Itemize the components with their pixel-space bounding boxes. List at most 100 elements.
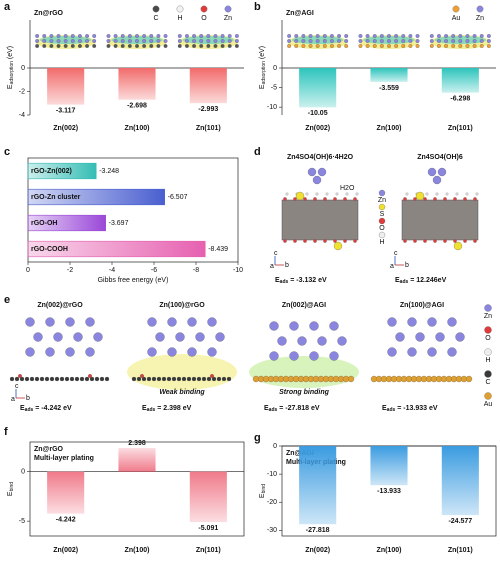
legend-swatch <box>176 5 184 13</box>
y-tick-label: -2 <box>19 88 25 95</box>
atom <box>444 34 449 38</box>
panel-label: c <box>4 146 10 158</box>
bar <box>189 471 227 523</box>
atom <box>294 34 299 38</box>
atom <box>317 167 327 177</box>
bar <box>189 68 227 104</box>
atom <box>427 317 437 327</box>
x-tick-label: 0 <box>26 267 30 274</box>
atom <box>379 44 384 48</box>
atom <box>445 192 449 196</box>
atom <box>206 44 211 48</box>
atom <box>234 34 239 38</box>
value-label: -2.993 <box>198 106 218 113</box>
atom <box>479 39 484 43</box>
bar <box>47 68 85 105</box>
atom <box>387 44 391 48</box>
panel-label: d <box>254 146 261 158</box>
atom <box>221 376 227 382</box>
atom <box>106 39 111 43</box>
atom <box>408 34 413 38</box>
atom <box>365 44 370 48</box>
value-label: -3.559 <box>379 85 399 92</box>
category-label: rGO-Zn cluster <box>31 194 81 201</box>
atom <box>353 239 357 243</box>
atom <box>213 39 218 43</box>
atom <box>435 192 439 196</box>
atom <box>147 317 157 327</box>
atom <box>337 44 342 48</box>
atom <box>184 39 189 43</box>
atom <box>207 347 217 357</box>
atom <box>33 332 43 342</box>
y-tick-label: -5 <box>271 84 277 91</box>
atom <box>70 34 75 38</box>
atom <box>131 376 137 382</box>
atom <box>156 376 162 382</box>
axis-name: c <box>394 250 398 257</box>
legend-label: Zn <box>484 313 492 320</box>
sub: bind <box>261 484 267 494</box>
atom <box>329 34 334 38</box>
atom <box>44 376 50 382</box>
atom <box>63 44 68 48</box>
atom <box>472 34 477 38</box>
energy-label: Eads = 2.398 eV <box>142 405 192 413</box>
atom <box>220 44 225 48</box>
y-axis-label: Eadsorption (eV) <box>7 46 15 89</box>
rest: (eV) <box>7 46 14 61</box>
bar <box>27 162 97 180</box>
atom <box>415 191 425 201</box>
atom <box>277 336 287 346</box>
atom <box>344 44 349 48</box>
value-label: -8.439 <box>208 246 228 253</box>
rest: = -3.132 eV <box>288 277 327 284</box>
value-label: -6.298 <box>450 96 470 103</box>
atom <box>415 44 420 48</box>
legend-label: C <box>153 15 158 22</box>
atom <box>436 34 441 38</box>
bar <box>370 68 408 82</box>
legend-label: O <box>485 335 491 342</box>
axis-name: c <box>15 383 19 390</box>
atom <box>45 347 55 357</box>
axis-name: b <box>285 262 289 269</box>
slab <box>401 199 479 241</box>
legend-label: H <box>485 357 490 364</box>
atom <box>484 304 492 312</box>
atom <box>127 39 132 43</box>
sub: bind <box>9 482 15 492</box>
rest: = -4.242 eV <box>33 405 72 412</box>
atom <box>85 317 95 327</box>
atom <box>365 39 370 43</box>
atom <box>210 374 214 378</box>
atom <box>135 44 139 48</box>
atom <box>63 34 68 38</box>
atom <box>405 192 409 196</box>
atom <box>343 197 347 201</box>
atom <box>313 239 317 243</box>
atom <box>220 39 225 43</box>
main: E <box>382 405 387 412</box>
atom <box>358 34 363 38</box>
atom <box>301 44 306 48</box>
atom <box>54 376 60 382</box>
y-tick-label: -5 <box>19 518 25 525</box>
atom <box>463 197 467 201</box>
y-axis-label: Eadsorption (eV) <box>259 46 267 89</box>
legend-swatch <box>200 5 208 13</box>
atom <box>301 39 306 43</box>
atom <box>486 39 491 43</box>
sub: ads <box>147 407 156 413</box>
atom <box>136 376 142 382</box>
atom <box>293 197 297 201</box>
atom <box>436 44 441 48</box>
chart-title: Zn@rGO <box>34 446 64 453</box>
atom <box>415 34 420 38</box>
atom <box>77 44 82 48</box>
sub: adsorption <box>9 61 15 85</box>
atom <box>329 39 334 43</box>
atom <box>465 39 470 43</box>
atom <box>206 376 212 382</box>
